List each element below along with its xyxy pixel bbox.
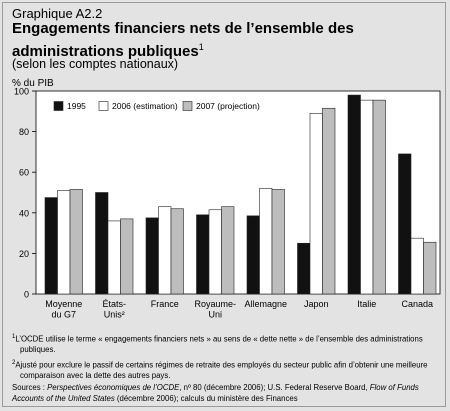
y-tick-label: 60 [19, 168, 29, 178]
bar-1995-1 [95, 192, 109, 295]
sources-mid: , nº 80 (décembre 2006); U.S. Federal Re… [179, 383, 370, 393]
bar-1995-4 [246, 215, 260, 295]
figure-frame [2, 2, 446, 407]
chart-title-text: Engagements financiers nets de l’ensembl… [12, 20, 354, 60]
bar-1995-0 [44, 197, 58, 295]
legend-label-1: 2006 (estimation) [112, 101, 178, 111]
bar-2007-7 [423, 241, 437, 295]
sources-title-2: Flow of Funds Accounts of the United Sta… [12, 383, 419, 403]
y-axis-unit-label: % du PIB [12, 78, 54, 89]
bar-1995-3 [196, 214, 210, 295]
bar-2006-7 [410, 237, 424, 295]
footnote-1-text: L’OCDE utilise le terme « engagements fi… [15, 334, 423, 355]
bar-2006-2 [158, 206, 172, 295]
bar-2006-1 [107, 220, 121, 295]
legend-swatch-0 [53, 101, 64, 111]
bar-1995-6 [347, 94, 361, 295]
x-tick-label: Royaume- [194, 299, 236, 309]
y-tick-label: 80 [19, 127, 29, 137]
bar-2007-0 [69, 189, 83, 295]
legend-label-0: 1995 [67, 101, 86, 111]
bar-2007-4 [271, 189, 285, 295]
chart-title: Engagements financiers nets de l’ensembl… [12, 20, 432, 61]
bar-2007-6 [372, 99, 386, 295]
x-tick-label: Unis² [104, 310, 125, 320]
title-footnote-mark: 1 [198, 42, 204, 52]
bar-2006-3 [208, 209, 222, 295]
y-tick-label: 40 [19, 208, 29, 218]
x-tick-label: États- [102, 299, 126, 309]
x-tick-label: Canada [401, 299, 433, 309]
footnote-1-mark: 1 [12, 334, 16, 340]
bar-1995-2 [145, 217, 159, 295]
x-tick-label: Uni [208, 310, 222, 320]
footnote-2-mark: 2 [12, 359, 16, 366]
footnotes: 1L’OCDE utilise le terme « engagements f… [12, 332, 440, 404]
legend-swatch-2 [182, 101, 193, 111]
y-tick-label: 0 [24, 290, 29, 300]
sources-end: (décembre 2006); calculs du ministère de… [114, 393, 298, 403]
legend-label-2: 2007 (projection) [196, 101, 260, 111]
bar-2006-4 [259, 188, 273, 295]
x-tick-label: Moyenne [45, 299, 82, 309]
bar-2006-5 [309, 113, 323, 295]
chart-subtitle: (selon les comptes nationaux) [12, 57, 179, 71]
figure-kicker: Graphique A2.2 [12, 6, 103, 21]
sources-title-1: Perspectives économiques de l’OCDE [47, 383, 180, 393]
bar-2007-2 [170, 208, 184, 295]
x-tick-label: Italie [357, 299, 376, 309]
bar-1995-7 [398, 153, 412, 295]
footnote-2-text: Ajusté pour exclure le passif de certain… [15, 360, 428, 380]
bar-2007-3 [221, 206, 235, 295]
y-tick-label: 100 [14, 87, 29, 97]
bar-2006-6 [360, 99, 374, 295]
sources: Sources : Perspectives économiques de l’… [12, 383, 440, 404]
footnote-1: 1L’OCDE utilise le terme « engagements f… [12, 332, 440, 356]
bar-1995-5 [297, 242, 311, 295]
legend-swatch-1 [98, 101, 109, 111]
x-tick-label: Japon [304, 299, 329, 309]
x-tick-label: France [151, 299, 179, 309]
footnote-2: 2Ajusté pour exclure le passif de certai… [12, 358, 440, 382]
sources-prefix: Sources : [12, 383, 48, 393]
x-tick-label: Allemagne [244, 299, 287, 309]
y-tick-label: 20 [19, 249, 29, 259]
bar-2006-0 [57, 190, 71, 295]
bar-2007-5 [322, 107, 336, 295]
bar-2007-1 [120, 218, 134, 295]
x-tick-label: du G7 [51, 310, 76, 320]
